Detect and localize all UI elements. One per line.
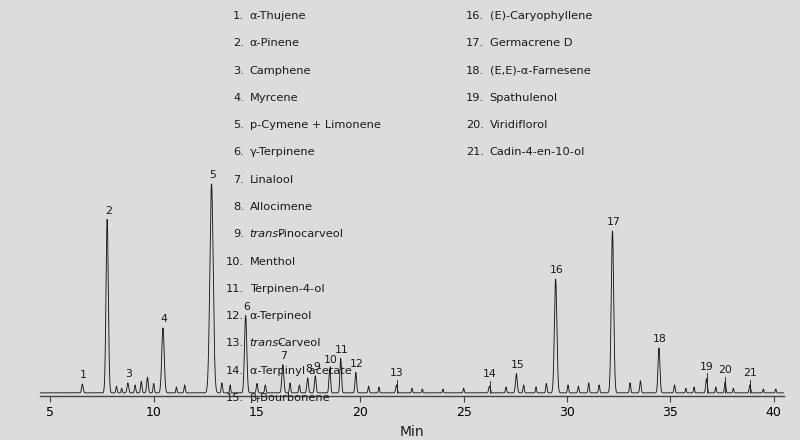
Text: Viridiflorol: Viridiflorol	[490, 120, 548, 130]
Text: 7: 7	[281, 351, 287, 361]
Text: 20.: 20.	[466, 120, 484, 130]
Text: Terpinen-4-ol: Terpinen-4-ol	[250, 284, 324, 294]
Text: 19: 19	[700, 362, 714, 372]
Text: 18.: 18.	[466, 66, 484, 76]
Text: 13.: 13.	[226, 338, 244, 348]
Text: Menthol: Menthol	[250, 257, 296, 267]
Text: α-Thujene: α-Thujene	[250, 11, 306, 21]
Text: 5: 5	[209, 170, 216, 180]
Text: trans-: trans-	[250, 229, 283, 239]
Text: 13: 13	[390, 368, 403, 378]
Text: 10: 10	[324, 355, 338, 365]
Text: Linalool: Linalool	[250, 175, 294, 185]
Text: 3: 3	[126, 369, 132, 379]
Text: 6: 6	[243, 302, 250, 312]
Text: 12.: 12.	[226, 311, 244, 321]
Text: Germacrene D: Germacrene D	[490, 38, 572, 48]
Text: p-Cymene + Limonene: p-Cymene + Limonene	[250, 120, 381, 130]
Text: Allocimene: Allocimene	[250, 202, 313, 212]
Text: 12: 12	[350, 359, 364, 369]
Text: 2.: 2.	[234, 38, 244, 48]
Text: 9.: 9.	[233, 229, 244, 239]
Text: 16.: 16.	[466, 11, 484, 21]
Text: 2: 2	[105, 205, 112, 216]
Text: 1.: 1.	[233, 11, 244, 21]
Text: (E,E)-α-Farnesene: (E,E)-α-Farnesene	[490, 66, 590, 76]
Text: 4: 4	[161, 314, 167, 324]
Text: 9: 9	[313, 362, 320, 372]
Text: 18: 18	[653, 334, 667, 344]
Text: 20: 20	[718, 365, 732, 375]
Text: 3.: 3.	[233, 66, 244, 76]
Text: 1: 1	[80, 370, 87, 380]
Text: 15.: 15.	[226, 393, 244, 403]
Text: 7.: 7.	[233, 175, 244, 185]
Text: 21: 21	[743, 368, 757, 378]
Text: 16: 16	[550, 265, 563, 275]
Text: α-Pinene: α-Pinene	[250, 38, 300, 48]
Text: Pinocarveol: Pinocarveol	[278, 229, 343, 239]
Text: 21.: 21.	[466, 147, 484, 158]
Text: 17.: 17.	[466, 38, 484, 48]
Text: 4.: 4.	[234, 93, 244, 103]
Text: trans-: trans-	[250, 338, 283, 348]
X-axis label: Min: Min	[400, 425, 424, 439]
Text: 17: 17	[606, 217, 620, 227]
Text: Camphene: Camphene	[250, 66, 311, 76]
Text: 5.: 5.	[233, 120, 244, 130]
Text: (E)-Caryophyllene: (E)-Caryophyllene	[490, 11, 592, 21]
Text: 6.: 6.	[234, 147, 244, 158]
Text: 19.: 19.	[466, 93, 484, 103]
Text: 14: 14	[482, 369, 496, 379]
Text: α-Terpineol: α-Terpineol	[250, 311, 312, 321]
Text: 15: 15	[510, 360, 524, 370]
Text: 14.: 14.	[226, 366, 244, 376]
Text: β-Bourbonene: β-Bourbonene	[250, 393, 330, 403]
Text: 8: 8	[306, 364, 312, 374]
Text: Carveol: Carveol	[278, 338, 321, 348]
Text: 11.: 11.	[226, 284, 244, 294]
Text: Spathulenol: Spathulenol	[490, 93, 558, 103]
Text: α-Terpinyl acetate: α-Terpinyl acetate	[250, 366, 351, 376]
Text: Myrcene: Myrcene	[250, 93, 298, 103]
Text: Cadin-4-en-10-ol: Cadin-4-en-10-ol	[490, 147, 585, 158]
Text: 8.: 8.	[233, 202, 244, 212]
Text: 11: 11	[335, 345, 349, 355]
Text: γ-Terpinene: γ-Terpinene	[250, 147, 315, 158]
Text: 10.: 10.	[226, 257, 244, 267]
